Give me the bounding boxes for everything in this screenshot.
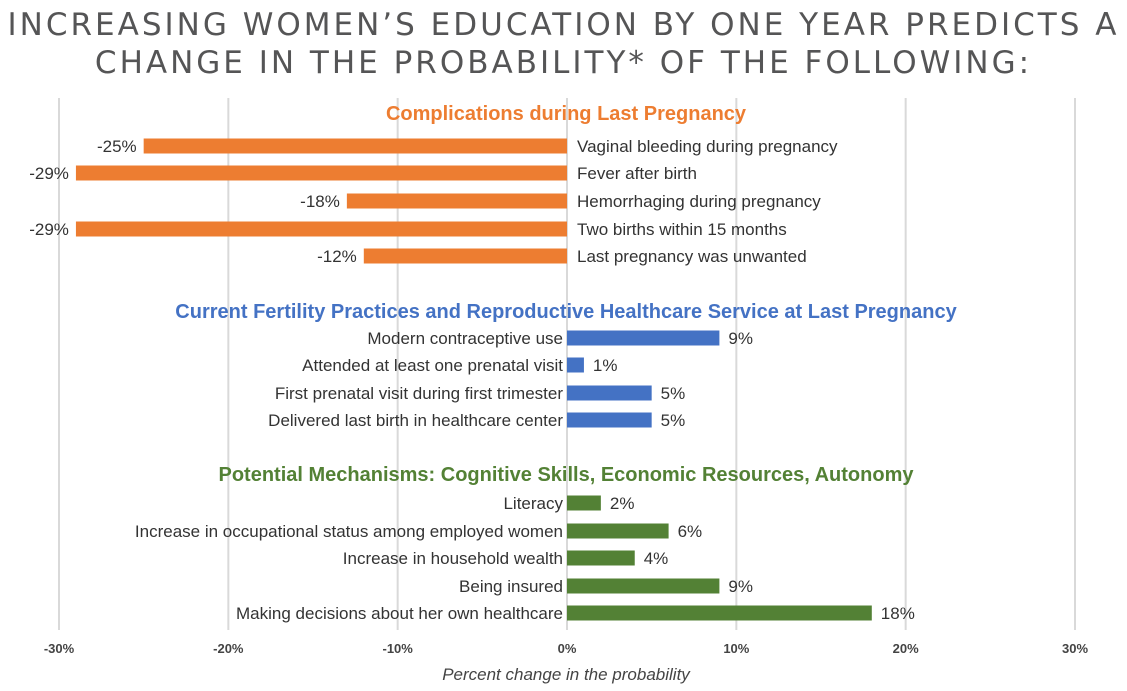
data-label: 9% [728, 577, 753, 596]
category-label: Last pregnancy was unwanted [577, 247, 807, 266]
data-label: 9% [728, 329, 753, 348]
x-tick-label: 0% [558, 641, 577, 656]
section-title-mechanisms: Potential Mechanisms: Cognitive Skills, … [219, 464, 915, 486]
bar [75, 221, 567, 237]
data-label: 1% [593, 356, 618, 375]
bar [567, 330, 720, 346]
chart-title-line-1: INCREASING WOMEN’S EDUCATION BY ONE YEAR… [7, 7, 1120, 43]
x-tick-label: 20% [893, 641, 919, 656]
x-tick-label: -10% [382, 641, 413, 656]
chart-title-line-2: CHANGE IN THE PROBABILITY* OF THE FOLLOW… [94, 45, 1033, 81]
data-label: 6% [678, 522, 703, 541]
data-label: 4% [644, 549, 669, 568]
x-tick-label: -20% [213, 641, 244, 656]
category-label: Hemorrhaging during pregnancy [577, 192, 821, 211]
category-label: Being insured [459, 577, 563, 596]
gridlines [58, 98, 1076, 630]
data-label: -25% [97, 137, 137, 156]
category-label: First prenatal visit during first trimes… [275, 384, 563, 403]
x-axis-ticks: -30% -20% -10% 0% 10% 20% 30% [44, 641, 1089, 656]
bar [567, 412, 652, 428]
chart-title: INCREASING WOMEN’S EDUCATION BY ONE YEAR… [0, 6, 1127, 82]
bar [346, 193, 567, 209]
x-tick-label: 10% [723, 641, 749, 656]
data-label: 5% [661, 384, 686, 403]
category-label: Increase in household wealth [343, 549, 563, 568]
bar [363, 248, 567, 264]
bar [75, 165, 567, 181]
category-label: Delivered last birth in healthcare cente… [268, 411, 563, 430]
data-label: 18% [881, 604, 915, 623]
data-label: 2% [610, 494, 635, 513]
bar [567, 357, 584, 373]
section-title-complications: Complications during Last Pregnancy [386, 103, 747, 125]
x-tick-label: -30% [44, 641, 75, 656]
data-label: -12% [317, 247, 357, 266]
category-label: Vaginal bleeding during pregnancy [577, 137, 838, 156]
bar [567, 550, 635, 566]
bar [567, 385, 652, 401]
data-label: 5% [661, 411, 686, 430]
x-tick-label: 30% [1062, 641, 1088, 656]
category-label: Two births within 15 months [577, 220, 787, 239]
bar [567, 523, 669, 539]
bars: Complications during Last Pregnancy Vagin… [29, 103, 957, 623]
data-label: -18% [300, 192, 340, 211]
bar [567, 578, 720, 594]
category-label: Increase in occupational status among em… [135, 522, 563, 541]
category-label: Attended at least one prenatal visit [302, 356, 563, 375]
category-label: Literacy [503, 494, 563, 513]
data-label: -29% [29, 164, 69, 183]
category-label: Fever after birth [577, 164, 697, 183]
bar [143, 138, 567, 154]
category-label: Modern contraceptive use [367, 329, 563, 348]
bar [567, 605, 872, 621]
bar [567, 495, 601, 511]
data-label: -29% [29, 220, 69, 239]
x-axis-label: Percent change in the probability [442, 665, 691, 684]
section-title-fertility-practices: Current Fertility Practices and Reproduc… [175, 301, 957, 323]
category-label: Making decisions about her own healthcar… [236, 604, 563, 623]
